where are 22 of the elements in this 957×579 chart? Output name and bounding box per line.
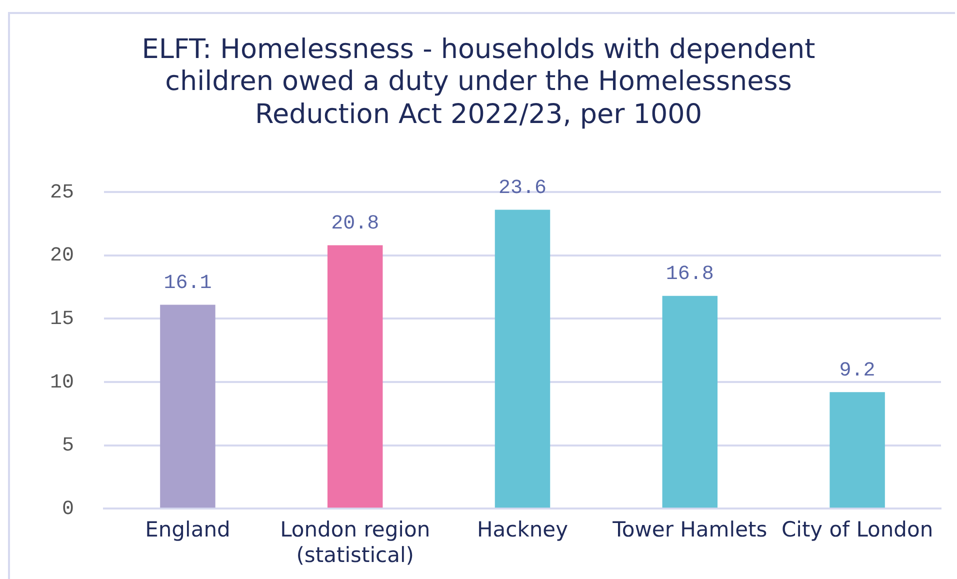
x-tick-label: England (145, 518, 230, 542)
data-label: 20.8 (331, 212, 380, 236)
bar (830, 392, 885, 508)
y-tick-label: 5 (62, 434, 74, 458)
bar (160, 304, 216, 508)
y-tick-label: 0 (62, 498, 74, 521)
x-tick-label: London region (statistical) (280, 518, 430, 567)
x-tick-label: Hackney (476, 518, 568, 542)
x-tick-label: Tower Hamlets (612, 518, 768, 542)
data-label: 16.8 (666, 263, 714, 286)
data-label: 9.2 (839, 359, 876, 382)
data-label: 16.1 (164, 272, 212, 296)
y-tick-label: 20 (50, 244, 74, 268)
chart-title: ELFT: Homelessness - households with dependent children owed a duty under the Homelessness Reduction Act 2022/23, per 1000 (140, 34, 816, 132)
x-tick-label: City of London (781, 518, 934, 542)
bar (662, 296, 718, 508)
data-label: 23.6 (498, 177, 547, 200)
y-tick-label: 10 (50, 371, 74, 394)
y-tick-label: 25 (50, 181, 74, 204)
y-tick-label: 15 (50, 308, 74, 331)
bar (327, 245, 383, 508)
bar (494, 210, 550, 508)
